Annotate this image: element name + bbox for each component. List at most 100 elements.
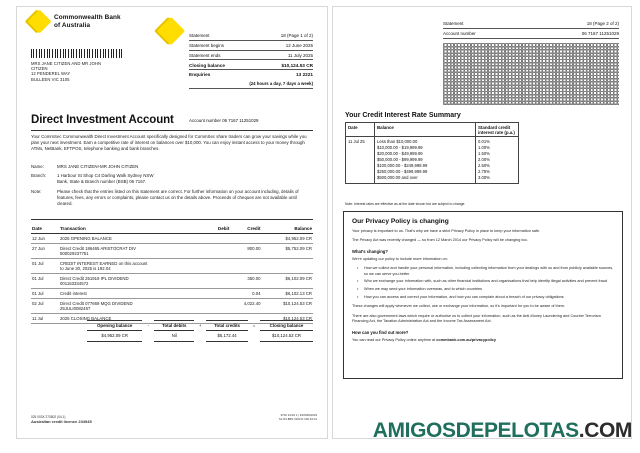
spacer bbox=[194, 331, 206, 342]
col-date: Date bbox=[31, 225, 59, 234]
summary-label: Closing balance bbox=[189, 62, 225, 68]
summary-value: $10,124.53 CR bbox=[281, 62, 313, 68]
txn-desc-main: Direct Credit 077669 MQG DIVIDEND bbox=[60, 300, 133, 306]
txn-desc-main: 2025 OPENING BALANCE bbox=[60, 235, 112, 241]
txn-desc: 2025 OPENING BALANCE bbox=[59, 233, 208, 244]
txn-date: 12 Jun bbox=[31, 233, 59, 244]
txn-desc: Direct Credit 186465 ARISTOCRAT DIV 5000… bbox=[59, 243, 208, 259]
bank-name-line1: Commonwealth Bank bbox=[54, 13, 121, 21]
rate-tier-balance: $500,000.00 and over bbox=[377, 175, 418, 181]
detail-value: MRS JANE CITIZEN+MR JOHN CITIZEN bbox=[57, 164, 139, 169]
txn-balance: $6,102.13 CR bbox=[261, 288, 313, 299]
summary-row: Statement 18 (Page 1 of 2) bbox=[189, 31, 313, 41]
rate-tier-rate: 2.00% bbox=[478, 157, 490, 163]
summary-label: Statement begins bbox=[189, 42, 225, 48]
watermark-suffix: .COM bbox=[578, 419, 633, 442]
txn-desc: Direct Credit 077669 MQG DIVIDEND 25JULI… bbox=[59, 298, 208, 314]
txn-date: 02 Jul bbox=[31, 298, 59, 314]
detail-key bbox=[31, 179, 57, 185]
totals-debits-value: Nil bbox=[154, 330, 195, 342]
totals-table: Opening balance - Total debits + Total c… bbox=[87, 320, 313, 342]
txn-balance: $5,752.09 CR bbox=[261, 243, 313, 259]
detail-row-branch: Branch: 1 Harbour St Shop C4 Darling Wal… bbox=[31, 173, 313, 179]
col-transaction: Transaction bbox=[59, 225, 208, 234]
rate-tier-rate: 2.50% bbox=[478, 163, 490, 169]
rate-tier-balance: $250,000.00 - $499,999.99 bbox=[377, 169, 428, 175]
txn-date: 11 Jul bbox=[31, 313, 59, 324]
txn-desc-ref: 500029237751 bbox=[60, 250, 89, 256]
txn-debit bbox=[207, 273, 231, 289]
txn-credit: 0.04 bbox=[230, 288, 262, 299]
txn-desc-main: Direct Credit 186465 ARISTOCRAT DIV bbox=[60, 245, 136, 251]
privacy-policy-link[interactable]: commbank.com.au/privacypolicy bbox=[436, 337, 496, 342]
col-credit: Credit bbox=[230, 225, 262, 234]
rate-col-rate: Standard credit interest rate (p.a.) bbox=[475, 121, 519, 138]
privacy-title: Our Privacy Policy is changing bbox=[352, 218, 449, 225]
detail-value: Please check that the entries listed on … bbox=[57, 189, 299, 207]
rate-disclaimer: Note: Interest rates are effective as at… bbox=[345, 202, 466, 206]
rate-tier-rate: 1.50% bbox=[478, 150, 490, 156]
summary-row: Account number 06 7167 11251029 bbox=[443, 29, 619, 39]
summary-row: Statement 18 (Page 2 of 2) bbox=[443, 19, 619, 29]
col-debit: Debit bbox=[207, 225, 231, 234]
txn-debit bbox=[207, 298, 231, 314]
detail-row-note: Note: Please check that the entries list… bbox=[31, 189, 313, 208]
txn-desc: Credit interest bbox=[59, 288, 208, 299]
col-balance: Balance bbox=[261, 225, 313, 234]
summary-label: Statement ends bbox=[189, 52, 221, 58]
privacy-para-2: The Privacy Act was recently changed — s… bbox=[352, 238, 528, 243]
table-row: 01 Jul Direct Credit 251919 IPL DIVIDEND… bbox=[31, 273, 313, 289]
detail-row-name: Name: MRS JANE CITIZEN+MR JOHN CITIZEN bbox=[31, 164, 313, 170]
privacy-para-3: We're updating our policy to include mor… bbox=[352, 256, 448, 261]
table-row: 12 Jun 2025 OPENING BALANCE $4,952.09 CR bbox=[31, 233, 313, 244]
txn-credit: 350.00 bbox=[230, 273, 262, 289]
rate-date: 11 Jul 25 bbox=[345, 136, 375, 185]
statement-summary-table: Statement 18 (Page 1 of 2) Statement beg… bbox=[189, 31, 313, 89]
txn-balance: $10,124.53 CR bbox=[261, 298, 313, 314]
footer-right: 9702 12/19 1 | Z23NR01003 SL.R3.B#S.31#2… bbox=[279, 413, 317, 421]
privacy-subheading-changing: What's changing? bbox=[352, 248, 388, 254]
statement-page-1: Commonwealth Bank of Australia MRS JANE … bbox=[16, 6, 328, 439]
txn-credit bbox=[230, 258, 262, 274]
txn-credit bbox=[230, 233, 262, 244]
txn-desc-ref: to June 30, 2025 is 192.04 bbox=[60, 265, 111, 271]
barcode-block-icon bbox=[443, 43, 619, 105]
rate-tier-rate: 2.75% bbox=[478, 169, 490, 175]
privacy-para-6-text: You can read our Privacy Policy online a… bbox=[352, 337, 437, 342]
summary-value: 06 7167 11251029 bbox=[581, 30, 619, 36]
rate-values: 0.01% 1.00% 1.50% 2.00% 2.50% 2.75% 3.00… bbox=[475, 136, 519, 185]
address-block: MRS JANE CITIZEN AND MR JOHN CITIZEN 12 … bbox=[31, 49, 151, 82]
summary-label: Statement bbox=[189, 33, 210, 39]
rate-col-balance: Balance bbox=[374, 121, 476, 138]
detail-value: 1 Harbour St Shop C4 Darling Walk Sydney… bbox=[57, 173, 154, 178]
summary-label: Enquiries bbox=[189, 72, 211, 78]
totals-credits-value: $5,172.44 bbox=[206, 330, 249, 342]
statement-page-2: Statement 18 (Page 2 of 2) Account numbe… bbox=[332, 6, 632, 439]
txn-date: 01 Jul bbox=[31, 258, 59, 274]
privacy-subheading-more: How can you find out more? bbox=[352, 329, 409, 335]
summary-row: Statement begins 12 June 2025 bbox=[189, 41, 313, 51]
txn-balance: $4,952.09 CR bbox=[261, 233, 313, 244]
privacy-para-5: There are also government laws which req… bbox=[352, 313, 601, 324]
detail-key: Note: bbox=[31, 189, 42, 194]
rate-tier-balance: $20,000.00 - $49,999.99 bbox=[377, 150, 423, 156]
privacy-bullet-list: How we collect and handle your personal … bbox=[352, 266, 614, 301]
txn-desc-main: Direct Credit 251919 IPL DIVIDEND bbox=[60, 275, 129, 281]
privacy-para-4: These changes will apply whenever we col… bbox=[352, 304, 566, 309]
totals-closing-value: $10,124.53 CR bbox=[260, 330, 313, 342]
summary-value: 11 July 2025 bbox=[287, 52, 313, 58]
summary-row-closing-balance: Closing balance $10,124.53 CR bbox=[189, 60, 313, 71]
txn-desc-ref: 25JULI0082457 bbox=[60, 305, 91, 311]
txn-debit bbox=[207, 258, 231, 274]
recipient-line-3: 12 PENDEREL WAY bbox=[31, 71, 71, 77]
divider bbox=[31, 130, 313, 132]
txn-desc: Direct Credit 251919 IPL DIVIDEND 001163… bbox=[59, 273, 208, 289]
totals-col-credits: Total credits bbox=[206, 320, 249, 331]
bank-name: Commonwealth Bank of Australia bbox=[54, 14, 121, 29]
page2-summary-table: Statement 18 (Page 2 of 2) Account numbe… bbox=[443, 19, 619, 39]
txn-date: 27 Jun bbox=[31, 243, 59, 259]
spacer bbox=[142, 331, 154, 342]
totals-opening-value: $4,952.09 CR bbox=[87, 330, 143, 342]
summary-value: 18 (Page 1 of 2) bbox=[280, 33, 313, 39]
